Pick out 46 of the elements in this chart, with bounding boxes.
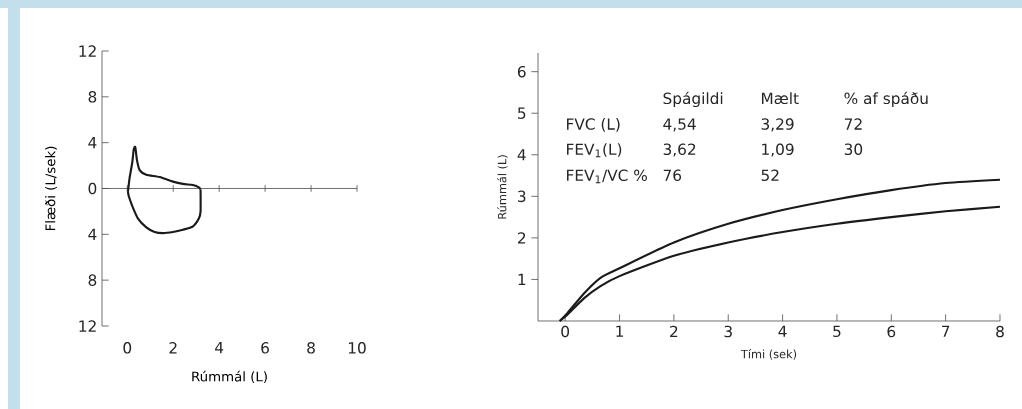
y-tick-label: 12: [79, 320, 96, 332]
x-tick-label: 5: [833, 325, 841, 338]
y-axis-title: Flæði (L/sek): [45, 146, 57, 231]
annotation: FEV$_{1}$(L): [567, 143, 622, 158]
y-tick-label: 4: [88, 228, 97, 240]
x-tick-label: 0: [123, 342, 132, 354]
x-tick-label: 1: [616, 325, 623, 337]
y-tick-label: 12: [79, 45, 96, 57]
y-tick-label: 4: [517, 149, 526, 161]
annotation: FEV$_{1}$/VC %: [567, 169, 647, 184]
y-tick-label: 5: [518, 107, 526, 119]
y-tick-label: 0: [88, 182, 97, 195]
x-tick-label: 3: [724, 325, 732, 338]
x-axis-title: Rúmmál (L): [192, 370, 267, 384]
y-tick-label: 3: [518, 190, 526, 203]
annotation: 72: [844, 118, 862, 130]
y-tick-label: 2: [518, 232, 526, 244]
y-tick-label: 4: [88, 137, 97, 149]
annotation: Spágildi: [663, 91, 723, 108]
x-tick-label: 0: [561, 325, 570, 338]
annotation: 3,29: [761, 118, 794, 132]
x-tick-label: 8: [996, 325, 1004, 338]
x-tick-label: 7: [942, 325, 950, 337]
x-axis-title: Tími (sek): [740, 349, 797, 360]
x-tick-label: 2: [670, 325, 678, 338]
annotation: 52: [761, 169, 779, 182]
annotation: FVC (L): [567, 118, 620, 132]
annotation: % af spáðu: [844, 91, 928, 108]
x-tick-label: 2: [169, 342, 177, 354]
annotation: 1,09: [762, 143, 794, 157]
annotation: Mælt: [761, 92, 799, 105]
y-axis-title: Rúmmál (L): [497, 155, 508, 219]
x-tick-label: 4: [778, 325, 787, 337]
x-tick-label: 10: [348, 342, 366, 354]
x-tick-label: 8: [307, 342, 315, 354]
y-tick-label: 6: [517, 65, 526, 78]
x-tick-label: 4: [215, 342, 224, 354]
y-tick-label: 8: [88, 274, 97, 286]
y-tick-label: 1: [518, 273, 526, 286]
annotation: 3,62: [663, 143, 696, 157]
annotation: 30: [844, 143, 863, 156]
annotation: 76: [663, 169, 682, 182]
x-tick-label: 6: [261, 342, 270, 354]
x-tick-label: 6: [887, 325, 896, 338]
y-tick-label: 8: [88, 91, 97, 103]
annotation: 4,54: [663, 118, 696, 132]
